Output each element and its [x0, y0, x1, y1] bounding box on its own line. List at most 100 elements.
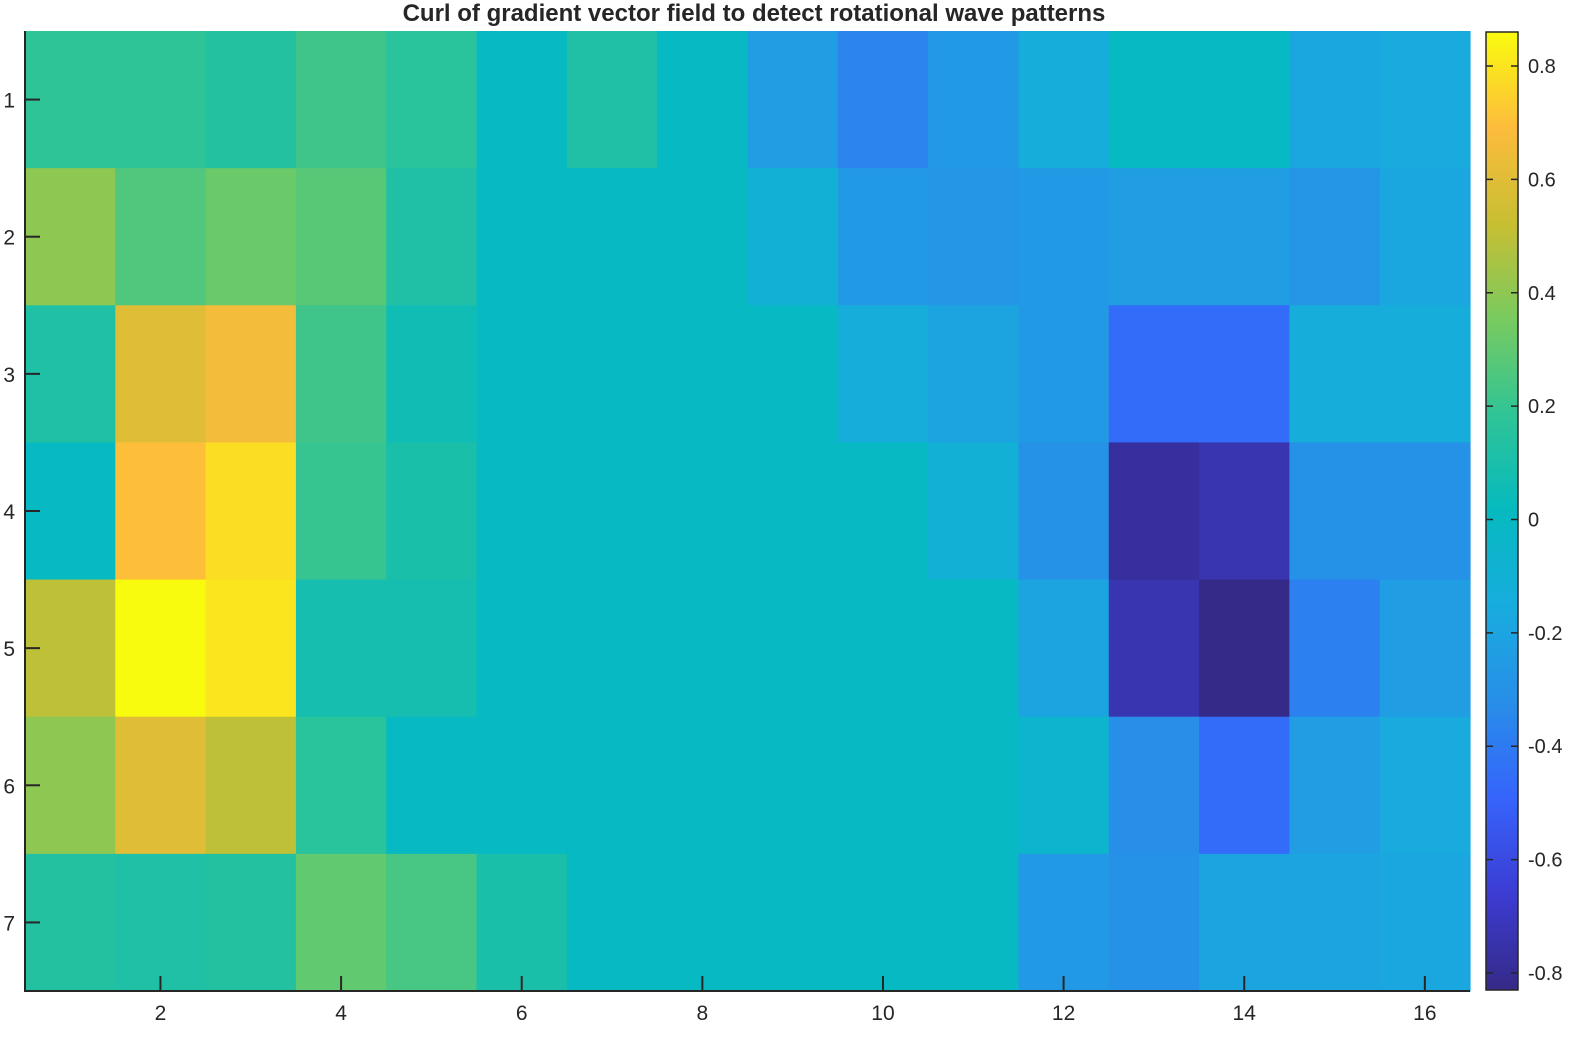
- heatmap-cell-r6-c2: [115, 716, 207, 855]
- heatmap-cell-r5-c1: [25, 579, 116, 718]
- colorbar-tick-label: 0: [1528, 510, 1539, 532]
- x-tick-label: 12: [1052, 1002, 1075, 1025]
- heatmap-cell-r5-c9: [747, 579, 839, 718]
- y-tick-label: 6: [3, 775, 15, 798]
- heatmap-cell-r5-c10: [837, 579, 929, 718]
- heatmap-cell-r7-c5: [386, 853, 478, 992]
- heatmap-cell-r6-c13: [1108, 716, 1200, 855]
- heatmap-cell-r1-c9: [747, 31, 839, 169]
- y-axis: 1 2 3 4 5 6 7: [3, 90, 40, 935]
- heatmap-cell-r3-c16: [1379, 305, 1471, 444]
- heatmap-cell-r4-c13: [1108, 442, 1200, 581]
- heatmap-cell-r4-c2: [115, 442, 207, 581]
- heatmap-cell-r7-c15: [1289, 853, 1381, 992]
- heatmap-cell-r3-c10: [837, 305, 929, 444]
- heatmap-cell-r3-c4: [295, 305, 387, 444]
- heatmap-cell-r1-c7: [566, 31, 658, 169]
- heatmap-cell-r7-c7: [566, 853, 658, 992]
- heatmap-cell-r5-c12: [1018, 579, 1110, 718]
- heatmap-cell-r6-c16: [1379, 716, 1471, 855]
- heatmap-cell-r2-c1: [25, 168, 116, 306]
- heatmap-cell-r7-c3: [205, 853, 297, 992]
- heatmap-cell-r2-c16: [1379, 168, 1471, 306]
- heatmap-cell-r6-c12: [1018, 716, 1110, 855]
- heatmap-cell-r7-c14: [1199, 853, 1290, 992]
- heatmap-cell-r1-c14: [1199, 31, 1290, 169]
- heatmap-cell-r1-c8: [657, 31, 749, 169]
- heatmap-cell-r2-c6: [476, 168, 568, 306]
- y-tick-label: 5: [3, 638, 15, 661]
- heatmap-cell-r6-c5: [386, 716, 478, 855]
- x-tick-label: 4: [335, 1002, 347, 1025]
- heatmap-cell-r3-c9: [747, 305, 839, 444]
- heatmap-cell-r5-c6: [476, 579, 568, 718]
- heatmap-cell-r7-c10: [837, 853, 929, 992]
- heatmap-cell-r2-c3: [205, 168, 297, 306]
- heatmap-cell-r3-c11: [928, 305, 1020, 444]
- colorbar-tick-label: -0.4: [1528, 736, 1562, 758]
- x-tick-label: 8: [697, 1002, 709, 1025]
- heatmap-cell-r3-c5: [386, 305, 478, 444]
- x-tick-label: 14: [1233, 1002, 1257, 1025]
- heatmap-cell-r7-c9: [747, 853, 839, 992]
- heatmap-cell-r2-c13: [1108, 168, 1200, 306]
- heatmap-cell-r5-c5: [386, 579, 478, 718]
- heatmap-cell-r6-c7: [566, 716, 658, 855]
- heatmap-cell-r7-c8: [657, 853, 749, 992]
- heatmap-cell-r7-c16: [1379, 853, 1471, 992]
- heatmap-cell-r3-c14: [1199, 305, 1290, 444]
- chart-title: Curl of gradient vector field to detect …: [403, 0, 1106, 27]
- heatmap-cell-r2-c7: [566, 168, 658, 306]
- colorbar-gradient: [1485, 31, 1519, 991]
- heatmap-cell-r4-c7: [566, 442, 658, 581]
- heatmap-cell-r1-c13: [1108, 31, 1200, 169]
- heatmap-cell-r2-c5: [386, 168, 478, 306]
- heatmap-cell-r7-c2: [115, 853, 207, 992]
- heatmap-cell-r7-c1: [25, 853, 116, 992]
- x-tick-label: 16: [1413, 1002, 1436, 1025]
- colorbar-tick-label: -0.6: [1528, 850, 1562, 872]
- heatmap-cell-r5-c7: [566, 579, 658, 718]
- heatmap-cell-r4-c6: [476, 442, 568, 581]
- heatmap-cell-r1-c6: [476, 31, 568, 169]
- heatmap-cell-r4-c12: [1018, 442, 1110, 581]
- y-tick-label: 3: [3, 364, 15, 387]
- x-tick-label: 6: [516, 1002, 528, 1025]
- heatmap-cell-r5-c13: [1108, 579, 1200, 718]
- heatmap-cell-r6-c1: [25, 716, 116, 855]
- heatmap-cells: [25, 31, 1471, 992]
- heatmap-cell-r7-c6: [476, 853, 568, 992]
- heatmap-cell-r6-c10: [837, 716, 929, 855]
- heatmap-cell-r4-c8: [657, 442, 749, 581]
- heatmap-cell-r2-c8: [657, 168, 749, 306]
- heatmap-cell-r4-c4: [295, 442, 387, 581]
- x-tick-label: 10: [871, 1002, 894, 1025]
- heatmap-cell-r5-c14: [1199, 579, 1290, 718]
- heatmap-cell-r4-c11: [928, 442, 1020, 581]
- heatmap-cell-r6-c3: [205, 716, 297, 855]
- heatmap-cell-r2-c12: [1018, 168, 1110, 306]
- heatmap-cell-r4-c3: [205, 442, 297, 581]
- heatmap-cell-r3-c6: [476, 305, 568, 444]
- heatmap-cell-r4-c16: [1379, 442, 1471, 581]
- heatmap-cell-r5-c4: [295, 579, 387, 718]
- heatmap-cell-r2-c2: [115, 168, 207, 306]
- heatmap-cell-r3-c2: [115, 305, 207, 444]
- heatmap-cell-r1-c5: [386, 31, 478, 169]
- colorbar-tick-label: 0.8: [1528, 56, 1556, 78]
- colorbar-tick-label: -0.2: [1528, 623, 1562, 645]
- heatmap-cell-r5-c3: [205, 579, 297, 718]
- y-tick-label: 7: [3, 912, 15, 935]
- heatmap-cell-r6-c4: [295, 716, 387, 855]
- heatmap-cell-r4-c10: [837, 442, 929, 581]
- colorbar-tick-label: 0.6: [1528, 169, 1556, 191]
- y-tick-label: 4: [3, 501, 15, 524]
- heatmap-cell-r2-c4: [295, 168, 387, 306]
- heatmap-cell-r2-c14: [1199, 168, 1290, 306]
- y-tick-label: 1: [3, 90, 15, 113]
- heatmap-cell-r5-c15: [1289, 579, 1381, 718]
- colorbar-tick-label: -0.8: [1528, 963, 1562, 985]
- heatmap-cell-r7-c12: [1018, 853, 1110, 992]
- heatmap-cell-r2-c11: [928, 168, 1020, 306]
